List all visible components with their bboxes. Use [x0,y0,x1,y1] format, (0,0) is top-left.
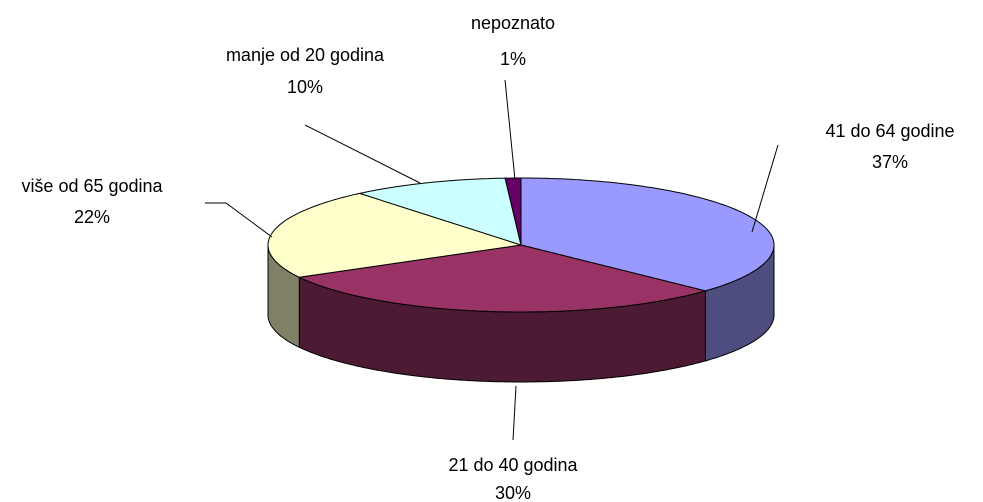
slice-label: 41 do 64 godine [825,121,954,141]
leader-line [751,144,779,233]
slice-label: nepoznato [471,13,555,33]
leader-line [504,79,516,181]
slice-value-label: 1% [500,49,526,69]
slice-value-label: 37% [872,152,908,172]
leader-line [205,202,273,238]
slice [520,177,775,292]
leader-line [512,385,517,441]
leader-line [304,124,421,184]
slice-label: 21 do 40 godina [448,455,578,475]
slice [297,244,708,313]
slice [357,177,522,246]
slice-label: manje od 20 godina [226,45,385,65]
slice-label: više od 65 godina [21,176,163,196]
slice-value-label: 10% [287,77,323,97]
slice-value-label: 22% [74,207,110,227]
slice-value-label: 30% [495,483,531,502]
slice [504,177,522,246]
slice [267,192,522,278]
